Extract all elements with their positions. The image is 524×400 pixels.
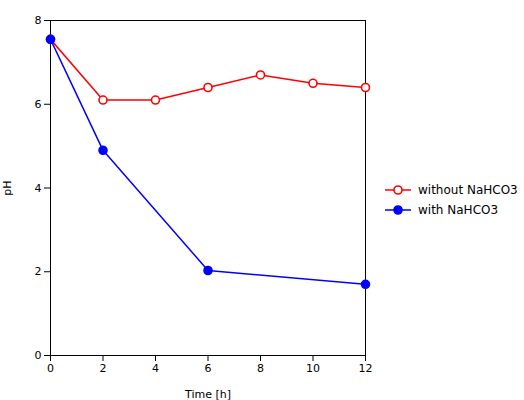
- svg-text:6: 6: [205, 362, 212, 375]
- svg-text:pH: pH: [1, 180, 14, 195]
- svg-text:2: 2: [35, 265, 42, 278]
- svg-text:0: 0: [35, 349, 42, 362]
- svg-text:6: 6: [35, 98, 42, 111]
- svg-text:4: 4: [152, 362, 159, 375]
- html-text:with NaHCO3: with NaHCO3: [418, 203, 499, 217]
- svg-text:10: 10: [306, 362, 320, 375]
- svg-text:0: 0: [47, 362, 54, 375]
- svg-text:4: 4: [35, 182, 42, 195]
- svg-text:8: 8: [257, 362, 264, 375]
- svg-text:8: 8: [35, 14, 42, 27]
- svg-text:12: 12: [359, 362, 373, 375]
- svg-text:Time [h]: Time [h]: [184, 388, 231, 400]
- svg-text:2: 2: [100, 362, 107, 375]
- html-text:without NaHCO3: without NaHCO3: [418, 183, 518, 197]
